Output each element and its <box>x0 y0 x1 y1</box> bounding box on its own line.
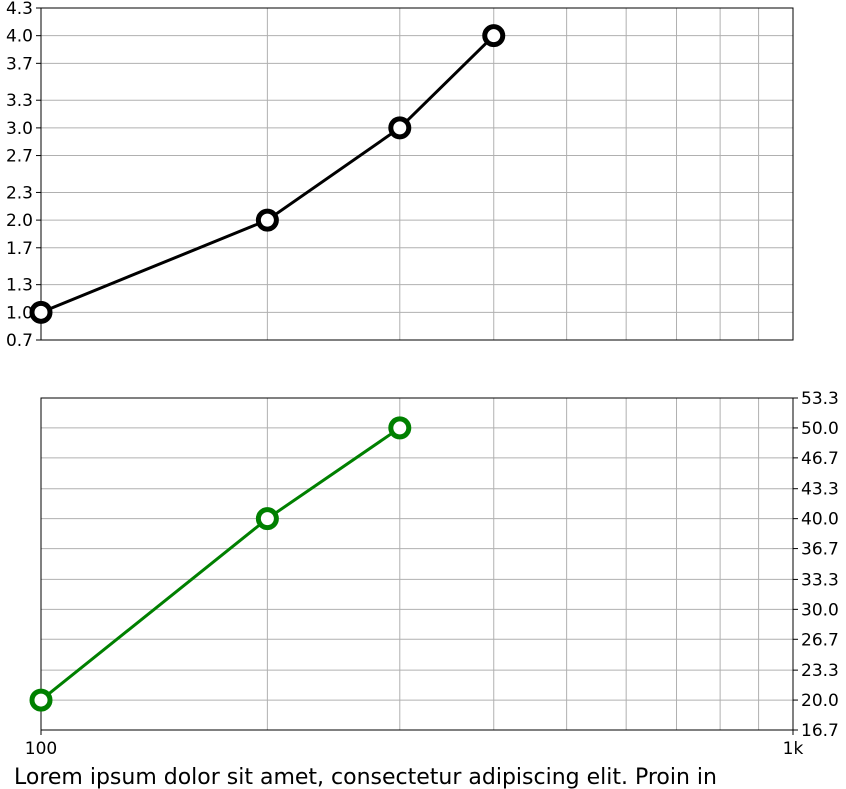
data-point <box>255 507 279 531</box>
y-tick-label: 3.3 <box>6 91 33 111</box>
y-tick-label: 16.7 <box>801 721 839 741</box>
plot-frame <box>40 397 794 731</box>
plot-frame <box>40 7 794 341</box>
data-point <box>29 688 53 712</box>
y-tick-label: 1.7 <box>6 239 33 259</box>
y-tick-label: 33.3 <box>801 570 839 590</box>
data-point <box>388 416 412 440</box>
y-tick-label: 43.3 <box>801 480 839 500</box>
y-tick-label: 1.0 <box>6 303 33 323</box>
y-tick-label: 53.3 <box>801 389 839 409</box>
y-tick-label: 50.0 <box>801 419 839 439</box>
data-point <box>388 116 412 140</box>
y-tick-label: 1.3 <box>6 276 33 296</box>
bottom-plot: 16.7 20.0 23.3 26.7 30.0 33.3 36.7 40.0 43.3 46.7… <box>25 389 839 759</box>
y-tick-label: 40.0 <box>801 510 839 530</box>
series-line <box>40 426 401 702</box>
y-tick-label: 4.3 <box>6 0 33 19</box>
y-tick-label: 46.7 <box>801 449 839 469</box>
data-point <box>29 300 53 324</box>
y-tick-label: 2.7 <box>6 147 33 167</box>
y-tick-label: 4.0 <box>6 27 33 47</box>
y-tick-label: 3.0 <box>6 119 33 139</box>
y-tick-label: 2.3 <box>6 183 33 203</box>
y-tick-label: 30.0 <box>801 600 839 620</box>
series-line <box>40 34 495 314</box>
y-tick-label: 36.7 <box>801 540 839 560</box>
y-tick-label: 20.0 <box>801 691 839 711</box>
y-tick-label: 0.7 <box>6 331 33 351</box>
data-point <box>482 24 506 48</box>
x-tick-label: 1k <box>783 739 804 759</box>
y-tick-label: 2.0 <box>6 211 33 231</box>
y-tick-label: 23.3 <box>801 661 839 681</box>
top-plot: 0.7 1.0 1.3 1.7 2.0 2.3 2.7 3.0 3.3 3.7 4.0 4.3 <box>6 0 794 351</box>
y-tick-label: 26.7 <box>801 630 839 650</box>
x-tick-label: 100 <box>25 739 57 759</box>
y-tick-label: 3.7 <box>6 54 33 74</box>
caption-text: Lorem ipsum dolor sit amet, consectetur … <box>14 765 717 789</box>
data-point <box>255 208 279 232</box>
